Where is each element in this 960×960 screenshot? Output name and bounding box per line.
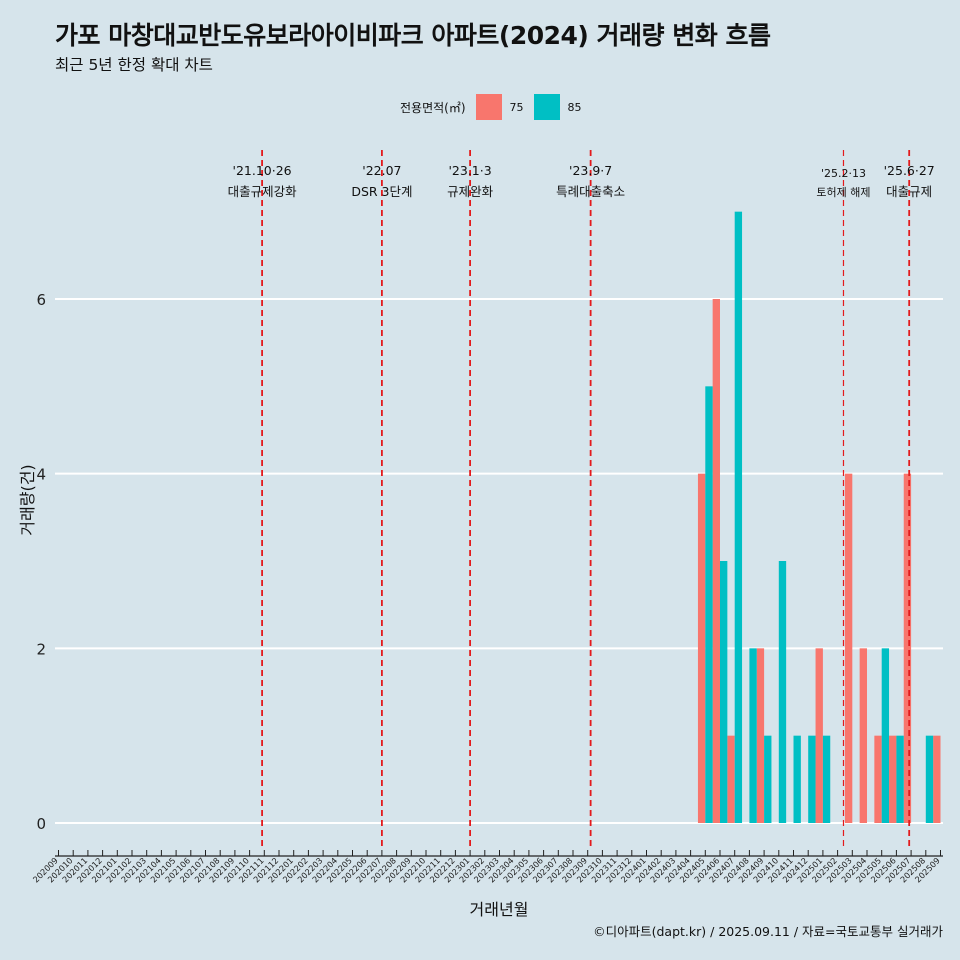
bar-75-202504 [859,648,867,823]
bar-85-202412 [808,735,816,823]
bar-85-202410 [778,561,787,823]
bar-75-202407 [727,735,735,823]
legend-swatch-85 [533,94,560,120]
bar-75-202405 [697,473,706,823]
bar-75-202507 [903,473,912,823]
event-label-1: DSR 3단계 [351,184,412,199]
x-axis-title: 거래년월 [470,900,529,919]
bar-75-202406 [712,299,720,823]
bar-85-202409 [764,735,772,823]
bar-85-202407 [734,211,743,823]
legend-label-85: 85 [567,100,582,114]
legend: 전용면적(㎡) 75 85 [400,93,582,121]
legend-label-75: 75 [509,100,524,114]
event-date-2: '23.1·3 [448,163,491,178]
bar-85-202505 [881,648,890,823]
event-label-0: 대출규제강화 [228,184,298,199]
event-date-0: '21.10·26 [233,163,292,178]
bar-85-202411 [793,735,801,823]
legend-swatch-75 [475,94,502,120]
bar-85-202508 [925,735,934,823]
source-caption: ©디아파트(dapt.kr) / 2025.09.11 / 자료=국토교통부 실… [593,924,943,939]
bar-85-202501 [822,735,831,823]
bar-85-202506 [896,735,904,823]
event-date-5: '25.6·27 [884,163,935,178]
event-date-4: '25.2·13 [821,167,866,180]
event-label-3: 특례대출축소 [556,184,625,199]
chart-title: 가포 마창대교반도유보라아이비파크 아파트(2024) 거래량 변화 흐름 [55,21,771,50]
event-date-1: '22.07 [362,163,401,178]
event-label-5: 대출규제 [886,184,932,199]
event-label-4: 토허제 해제 [816,185,870,199]
bar-75-202506 [889,735,897,823]
bar-85-202408 [749,648,757,823]
chart-subtitle: 최근 5년 한정 확대 차트 [55,56,213,74]
y-tick-label: 4 [36,466,46,484]
y-tick-label: 0 [36,815,46,833]
event-date-3: '23.9·7 [569,163,612,178]
bar-85-202406 [720,561,728,823]
bar-75-202409 [756,648,765,823]
y-tick-label: 2 [36,640,46,658]
bar-75-202501 [815,648,823,823]
legend-title: 전용면적(㎡) [400,100,466,115]
bar-75-202503 [844,473,853,823]
y-axis-title: 거래량(건) [18,464,37,535]
event-label-2: 규제완화 [447,184,494,199]
bar-75-202505 [874,735,882,823]
bar-75-202509 [933,735,941,823]
bar-85-202405 [705,386,713,823]
y-tick-label: 6 [36,291,46,309]
